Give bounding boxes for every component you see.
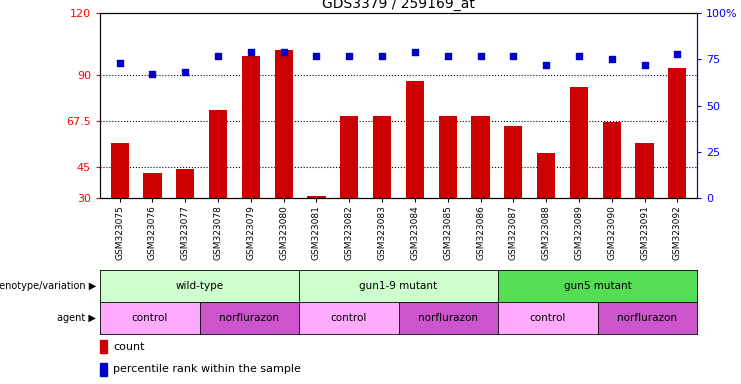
Text: norflurazon: norflurazon (617, 313, 677, 323)
Bar (570, 87, 588, 198)
Bar (406, 81, 424, 198)
Text: gun1-9 mutant: gun1-9 mutant (359, 281, 438, 291)
Text: control: control (530, 313, 566, 323)
Bar (471, 116, 490, 198)
Bar (340, 116, 359, 198)
Bar (668, 68, 686, 198)
Bar (209, 109, 227, 198)
Bar (439, 116, 456, 198)
Point (212, 53, 224, 59)
Bar (537, 153, 555, 198)
Point (508, 53, 519, 59)
Point (573, 53, 585, 59)
Text: control: control (132, 313, 168, 323)
Point (179, 69, 191, 75)
Title: GDS3379 / 259169_at: GDS3379 / 259169_at (322, 0, 475, 11)
Bar (275, 50, 293, 198)
Bar (308, 196, 325, 198)
Point (310, 53, 322, 59)
Text: count: count (113, 342, 144, 352)
Bar (636, 142, 654, 198)
Point (671, 51, 683, 57)
Bar (602, 122, 621, 198)
Text: wild-type: wild-type (176, 281, 224, 291)
Point (245, 49, 257, 55)
Text: gun5 mutant: gun5 mutant (564, 281, 631, 291)
Point (147, 71, 159, 77)
Point (278, 49, 290, 55)
Bar (144, 173, 162, 198)
Bar (176, 169, 194, 198)
Text: norflurazon: norflurazon (219, 313, 279, 323)
Bar (242, 56, 260, 198)
Point (343, 53, 355, 59)
Text: genotype/variation ▶: genotype/variation ▶ (0, 281, 96, 291)
Point (474, 53, 486, 59)
Point (114, 60, 126, 66)
Point (639, 62, 651, 68)
Text: percentile rank within the sample: percentile rank within the sample (113, 364, 301, 374)
Bar (373, 116, 391, 198)
Bar (110, 142, 129, 198)
Text: agent ▶: agent ▶ (57, 313, 96, 323)
Bar (505, 126, 522, 198)
Bar (100, 362, 107, 376)
Bar (100, 341, 107, 353)
Point (540, 62, 552, 68)
Point (376, 53, 388, 59)
Text: norflurazon: norflurazon (418, 313, 478, 323)
Text: control: control (330, 313, 367, 323)
Point (442, 53, 453, 59)
Point (606, 56, 618, 62)
Point (409, 49, 421, 55)
